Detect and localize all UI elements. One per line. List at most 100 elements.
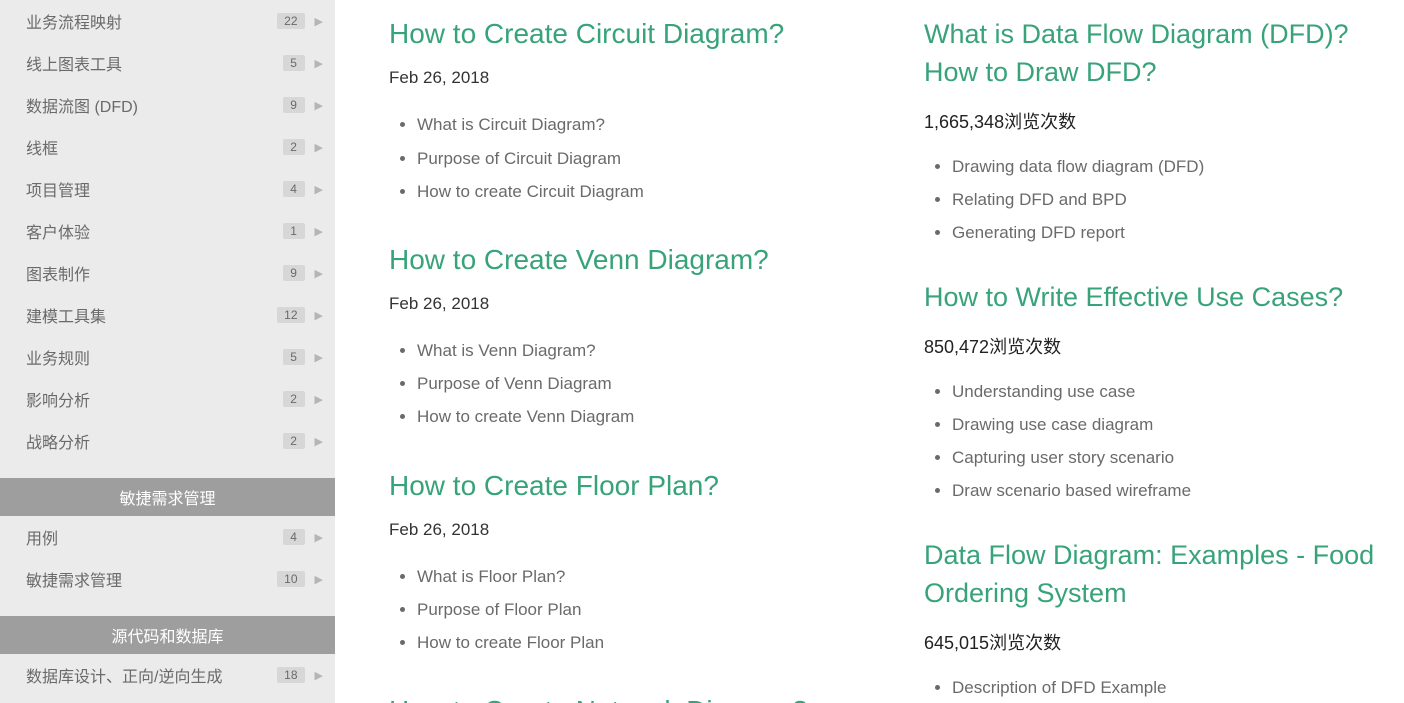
list-item: Draw scenario based wireframe: [952, 474, 1404, 507]
sidebar-item-label: 数据流图 (DFD): [26, 93, 138, 117]
chevron-right-icon: ▶: [315, 183, 323, 196]
chevron-right-icon: ▶: [315, 573, 323, 586]
list-item: What is Venn Diagram?: [417, 334, 870, 367]
article-title[interactable]: How to Create Network Diagram?: [389, 693, 870, 703]
chevron-right-icon: ▶: [315, 393, 323, 406]
view-count: 645,015浏览次数: [924, 629, 1404, 655]
chevron-right-icon: ▶: [315, 309, 323, 322]
sidebar-item[interactable]: 数据库设计、正向/逆向生成 18 ▶: [0, 654, 335, 696]
popular-points: Description of DFD ExampleTips and Cauti…: [952, 671, 1404, 703]
popular-title[interactable]: Data Flow Diagram: Examples - Food Order…: [924, 537, 1404, 613]
popular-column: What is Data Flow Diagram (DFD)? How to …: [924, 0, 1404, 703]
sidebar-item[interactable]: 线框 2 ▶: [0, 126, 335, 168]
sidebar-item-label: 图表制作: [26, 261, 90, 285]
count-badge: 9: [283, 265, 305, 281]
sidebar-item-label: 影响分析: [26, 387, 90, 411]
article-date: Feb 26, 2018: [389, 294, 870, 314]
sidebar-item-label: 客户体验: [26, 219, 90, 243]
sidebar-item[interactable]: 影响分析 2 ▶: [0, 378, 335, 420]
list-item: Purpose of Venn Diagram: [417, 367, 870, 400]
sidebar-group-1: 业务流程映射22▶线上图表工具5▶数据流图 (DFD)9▶线框2▶项目管理4▶客…: [0, 0, 335, 462]
list-item: Purpose of Floor Plan: [417, 593, 870, 626]
count-badge: 9: [283, 97, 305, 113]
sidebar-item-label: 项目管理: [26, 177, 90, 201]
sidebar-group-2: 用例 4 ▶ 敏捷需求管理 10 ▶: [0, 516, 335, 600]
count-badge: 18: [277, 667, 304, 683]
sidebar-item-label: 数据库设计、正向/逆向生成: [26, 663, 222, 687]
sidebar-header-source: 源代码和数据库: [0, 616, 335, 654]
list-item: Purpose of Circuit Diagram: [417, 142, 870, 175]
list-item: Capturing user story scenario: [952, 441, 1404, 474]
chevron-right-icon: ▶: [315, 267, 323, 280]
article-title[interactable]: How to Create Venn Diagram?: [389, 242, 870, 278]
sidebar-item[interactable]: 线上图表工具5▶: [0, 42, 335, 84]
sidebar-item[interactable]: 战略分析 2 ▶: [0, 420, 335, 462]
count-badge: 2: [283, 433, 305, 449]
chevron-right-icon: ▶: [315, 15, 323, 28]
sidebar-item-label: 建模工具集: [26, 303, 106, 327]
count-badge: 1: [283, 223, 305, 239]
view-count: 1,665,348浏览次数: [924, 108, 1404, 134]
sidebar-item-label: 战略分析: [26, 429, 90, 453]
sidebar-item[interactable]: 数据流图 (DFD) 9 ▶: [0, 84, 335, 126]
count-badge: 10: [277, 571, 304, 587]
sidebar-item-label: 业务流程映射: [26, 9, 122, 33]
chevron-right-icon: ▶: [315, 531, 323, 544]
count-badge: 4: [283, 529, 305, 545]
sidebar-item[interactable]: 敏捷需求管理 10 ▶: [0, 558, 335, 600]
sidebar-group-3: 数据库设计、正向/逆向生成 18 ▶ 对象关系映射4▶: [0, 654, 335, 703]
sidebar-item[interactable]: 对象关系映射4▶: [0, 696, 335, 703]
list-item: Drawing use case diagram: [952, 408, 1404, 441]
article-points: What is Floor Plan?Purpose of Floor Plan…: [417, 560, 870, 659]
count-badge: 12: [277, 307, 304, 323]
article-points: What is Circuit Diagram?Purpose of Circu…: [417, 108, 870, 207]
sidebar-item[interactable]: 业务流程映射 22 ▶: [0, 0, 335, 42]
count-badge: 4: [283, 181, 305, 197]
article-points: What is Venn Diagram?Purpose of Venn Dia…: [417, 334, 870, 433]
sidebar-item-label: 线框: [26, 135, 58, 159]
article-date: Feb 26, 2018: [389, 520, 870, 540]
chevron-right-icon: ▶: [315, 141, 323, 154]
sidebar: 业务流程映射22▶线上图表工具5▶数据流图 (DFD)9▶线框2▶项目管理4▶客…: [0, 0, 335, 703]
chevron-right-icon: ▶: [315, 669, 323, 682]
list-item: Understanding use case: [952, 375, 1404, 408]
sidebar-item[interactable]: 建模工具集 12 ▶: [0, 294, 335, 336]
sidebar-item-label: 用例: [26, 525, 58, 549]
popular-title[interactable]: What is Data Flow Diagram (DFD)? How to …: [924, 16, 1404, 92]
chevron-right-icon: ▶: [315, 351, 323, 364]
list-item: Relating DFD and BPD: [952, 183, 1404, 216]
list-item: Drawing data flow diagram (DFD): [952, 150, 1404, 183]
popular-points: Drawing data flow diagram (DFD)Relating …: [952, 150, 1404, 249]
list-item: How to create Circuit Diagram: [417, 175, 870, 208]
sidebar-item-label: 线上图表工具: [26, 51, 122, 75]
sidebar-item[interactable]: 用例 4 ▶: [0, 516, 335, 558]
count-badge: 5: [283, 349, 305, 365]
sidebar-item[interactable]: 客户体验 1 ▶: [0, 210, 335, 252]
count-badge: 22: [277, 13, 304, 29]
list-item: How to create Venn Diagram: [417, 400, 870, 433]
article-date: Feb 26, 2018: [389, 68, 870, 88]
article-title[interactable]: How to Create Circuit Diagram?: [389, 16, 870, 52]
list-item: Description of DFD Example: [952, 671, 1404, 703]
sidebar-item[interactable]: 业务规则 5 ▶: [0, 336, 335, 378]
article-title[interactable]: How to Create Floor Plan?: [389, 468, 870, 504]
list-item: What is Floor Plan?: [417, 560, 870, 593]
chevron-right-icon: ▶: [315, 225, 323, 238]
list-item: How to create Floor Plan: [417, 626, 870, 659]
count-badge: 2: [283, 139, 305, 155]
view-count: 850,472浏览次数: [924, 333, 1404, 359]
sidebar-item[interactable]: 项目管理 4 ▶: [0, 168, 335, 210]
sidebar-header-agile: 敏捷需求管理: [0, 478, 335, 516]
list-item: Generating DFD report: [952, 216, 1404, 249]
main-content: How to Create Circuit Diagram? Feb 26, 20…: [335, 0, 924, 703]
sidebar-item-label: 业务规则: [26, 345, 90, 369]
sidebar-item-label: 敏捷需求管理: [26, 567, 122, 591]
chevron-right-icon: ▶: [315, 435, 323, 448]
chevron-right-icon: ▶: [315, 57, 323, 70]
popular-points: Understanding use caseDrawing use case d…: [952, 375, 1404, 508]
sidebar-item[interactable]: 图表制作 9 ▶: [0, 252, 335, 294]
chevron-right-icon: ▶: [315, 99, 323, 112]
popular-title[interactable]: How to Write Effective Use Cases?: [924, 279, 1404, 317]
list-item: What is Circuit Diagram?: [417, 108, 870, 141]
count-badge: 2: [283, 391, 305, 407]
